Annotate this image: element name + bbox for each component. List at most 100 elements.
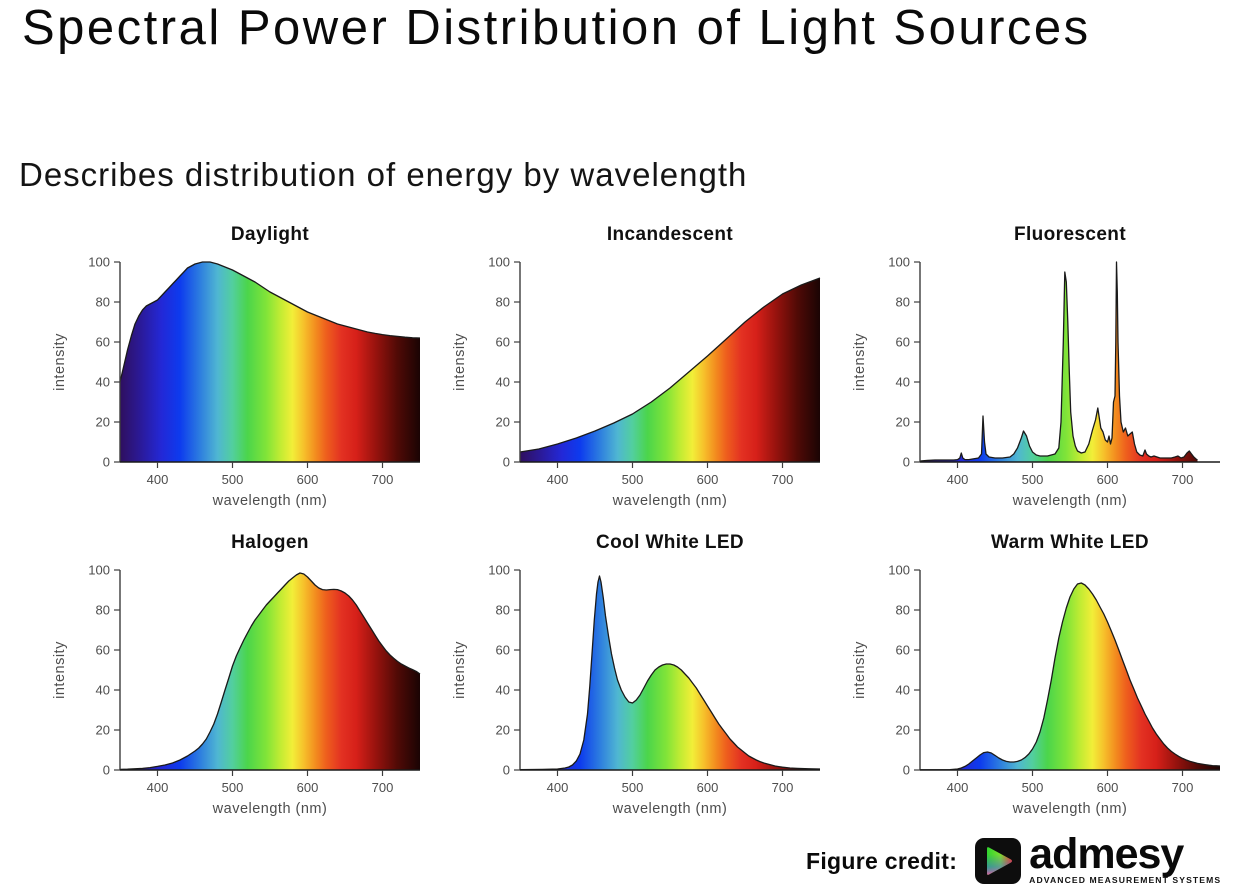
y-axis-label: intensity (852, 333, 868, 391)
x-tick-label: 400 (147, 472, 169, 487)
x-tick-label: 600 (297, 780, 319, 795)
chart-daylight-svg: 0 20 40 60 80 100 400 500 600 700 Daylight waveleng… (52, 224, 421, 509)
y-tick-label: 20 (496, 415, 510, 430)
x-tick-label: 700 (1172, 472, 1194, 487)
spectral-curve (119, 572, 421, 771)
y-tick-label: 60 (896, 335, 910, 350)
chart-title: Daylight (231, 224, 309, 245)
chart-cool-white-led: 0 20 40 60 80 100 400 500 600 700 Cool White LED wa… (428, 528, 828, 826)
x-tick-label: 500 (222, 780, 244, 795)
chart-daylight: 0 20 40 60 80 100 400 500 600 700 Daylight waveleng… (28, 220, 428, 518)
y-tick-label: 0 (503, 763, 510, 778)
spectral-curve (519, 575, 821, 771)
spectral-area (520, 576, 820, 770)
x-tick-label: 600 (297, 472, 319, 487)
admesy-tagline: ADVANCED MEASUREMENT SYSTEMS (1029, 874, 1222, 885)
x-tick-label: 400 (547, 780, 569, 795)
chart-title: Halogen (231, 532, 309, 553)
x-axis-label: wavelength (nm) (1012, 493, 1128, 509)
x-axis-label: wavelength (nm) (212, 801, 328, 817)
y-axis-label: intensity (52, 641, 68, 699)
y-tick-label: 80 (896, 603, 910, 618)
y-axis-label: intensity (452, 641, 468, 699)
y-tick-label: 20 (96, 723, 110, 738)
y-tick-label: 20 (96, 415, 110, 430)
chart-title: Cool White LED (596, 532, 744, 553)
y-tick-label: 100 (88, 563, 110, 578)
y-axis-label: intensity (452, 333, 468, 391)
spectral-curve (519, 277, 821, 453)
admesy-logo-icon (975, 838, 1022, 885)
x-tick-label: 600 (1097, 780, 1119, 795)
y-tick-label: 40 (96, 375, 110, 390)
y-tick-label: 0 (903, 455, 910, 470)
y-tick-label: 0 (103, 455, 110, 470)
x-tick-label: 500 (1022, 780, 1044, 795)
spectral-area (920, 262, 1198, 462)
y-tick-label: 100 (888, 563, 910, 578)
chart-fluorescent-svg: 0 20 40 60 80 100 400 500 600 700 Fluorescent wavel… (852, 224, 1220, 509)
spectral-curve (119, 261, 421, 383)
admesy-wordmark: admesy (1029, 830, 1184, 878)
chart-fluorescent: 0 20 40 60 80 100 400 500 600 700 Fluorescent wavel… (828, 220, 1228, 518)
chart-title: Fluorescent (1014, 224, 1126, 245)
spectral-curve (919, 261, 1198, 462)
y-tick-label: 20 (896, 415, 910, 430)
chart-title: Incandescent (607, 224, 734, 245)
y-tick-label: 100 (488, 255, 510, 270)
y-tick-label: 100 (488, 563, 510, 578)
y-tick-label: 40 (896, 375, 910, 390)
y-tick-label: 60 (496, 335, 510, 350)
y-tick-label: 40 (96, 683, 110, 698)
slide-title: Spectral Power Distribution of Light Sou… (22, 1, 1091, 55)
y-tick-label: 60 (496, 643, 510, 658)
chart-incandescent-svg: 0 20 40 60 80 100 400 500 600 700 Incandescent wave… (452, 224, 821, 509)
spectral-area (120, 262, 420, 462)
x-tick-label: 700 (372, 780, 394, 795)
x-tick-label: 400 (547, 472, 569, 487)
y-tick-label: 60 (96, 335, 110, 350)
x-tick-label: 500 (622, 472, 644, 487)
x-axis-label: wavelength (nm) (612, 493, 728, 509)
x-tick-label: 700 (1172, 780, 1194, 795)
chart-cool-white-led-svg: 0 20 40 60 80 100 400 500 600 700 Cool White LED wa… (452, 532, 821, 817)
y-tick-label: 100 (888, 255, 910, 270)
y-tick-label: 40 (496, 683, 510, 698)
y-tick-label: 40 (496, 375, 510, 390)
y-tick-label: 80 (496, 603, 510, 618)
x-tick-label: 700 (372, 472, 394, 487)
x-tick-label: 400 (947, 780, 969, 795)
y-axis-label: intensity (852, 641, 868, 699)
spectral-curve (919, 582, 1221, 771)
x-tick-label: 600 (1097, 472, 1119, 487)
chart-grid: 0 20 40 60 80 100 400 500 600 700 Daylight waveleng… (28, 220, 1228, 826)
figure-credit-label: Figure credit: (806, 847, 958, 874)
chart-warm-white-led: 0 20 40 60 80 100 400 500 600 700 Warm White LED wa… (828, 528, 1228, 826)
x-tick-label: 600 (697, 780, 719, 795)
chart-warm-white-led-svg: 0 20 40 60 80 100 400 500 600 700 Warm White LED wa… (852, 532, 1221, 817)
y-tick-label: 80 (96, 603, 110, 618)
y-tick-label: 20 (896, 723, 910, 738)
x-tick-label: 500 (1022, 472, 1044, 487)
x-tick-label: 500 (622, 780, 644, 795)
y-tick-label: 0 (103, 763, 110, 778)
x-tick-label: 700 (772, 472, 794, 487)
y-tick-label: 0 (903, 763, 910, 778)
y-tick-label: 80 (96, 295, 110, 310)
chart-halogen-svg: 0 20 40 60 80 100 400 500 600 700 Halogen wavelengt… (52, 532, 421, 817)
x-axis-label: wavelength (nm) (1012, 801, 1128, 817)
x-tick-label: 600 (697, 472, 719, 487)
figure-credit: Figure credit: admesy ADVANCED ME (806, 830, 1222, 885)
admesy-logo-text: admesy ADVANCED MEASUREMENT SYSTEMS (1029, 830, 1222, 885)
x-tick-label: 400 (147, 780, 169, 795)
x-tick-label: 700 (772, 780, 794, 795)
x-axis-label: wavelength (nm) (212, 493, 328, 509)
x-tick-label: 400 (947, 472, 969, 487)
y-tick-label: 60 (96, 643, 110, 658)
y-tick-label: 80 (896, 295, 910, 310)
spectral-area (120, 573, 420, 770)
y-tick-label: 80 (496, 295, 510, 310)
chart-title: Warm White LED (991, 532, 1149, 553)
slide-subtitle: Describes distribution of energy by wave… (19, 156, 748, 193)
chart-halogen: 0 20 40 60 80 100 400 500 600 700 Halogen wavelengt… (28, 528, 428, 826)
